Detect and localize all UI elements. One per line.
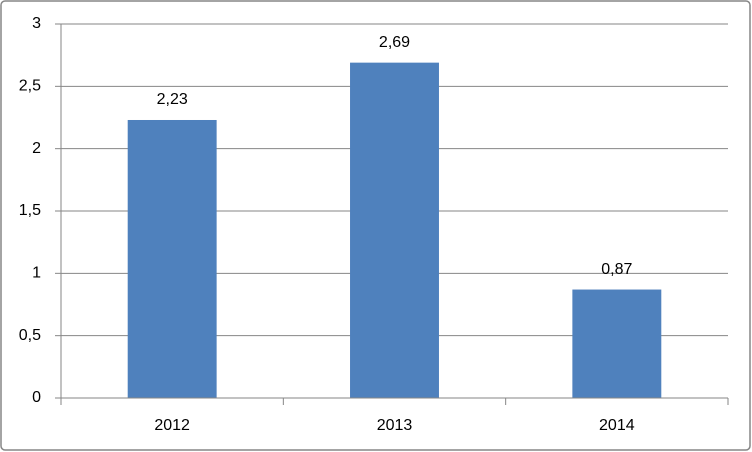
data-label: 0,87 <box>601 261 632 278</box>
x-tick-label: 2013 <box>377 417 413 434</box>
bar <box>350 62 439 398</box>
y-tick-label: 2 <box>32 140 41 157</box>
bar <box>572 289 662 398</box>
y-tick-label: 2,5 <box>19 78 41 95</box>
y-tick-label: 1 <box>32 265 41 282</box>
y-tick-label: 3 <box>32 15 41 32</box>
y-tick-label: 0 <box>32 389 41 406</box>
data-label: 2,23 <box>157 91 188 108</box>
data-label: 2,69 <box>379 34 410 51</box>
y-tick-label: 0,5 <box>19 327 41 344</box>
x-tick-label: 2012 <box>154 417 190 434</box>
x-tick-label: 2014 <box>599 417 635 434</box>
bar <box>127 119 217 398</box>
y-tick-label: 1,5 <box>19 202 41 219</box>
